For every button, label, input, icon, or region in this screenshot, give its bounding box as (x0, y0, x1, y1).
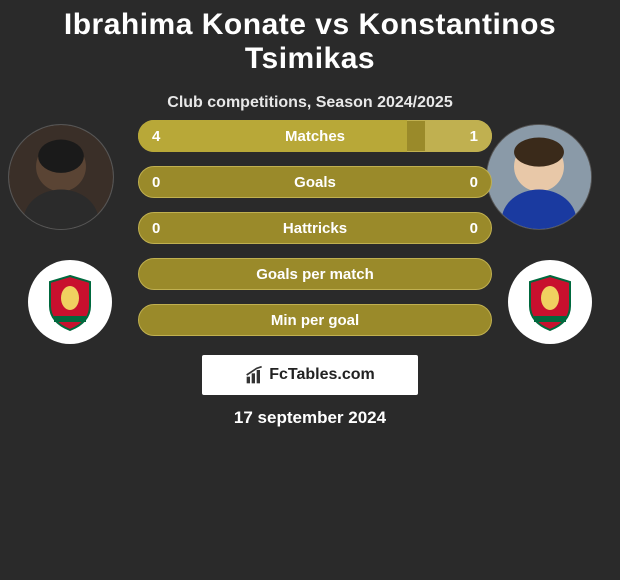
branding-text: FcTables.com (269, 366, 375, 384)
bar-value-right: 1 (470, 120, 478, 152)
date-text: 17 september 2024 (0, 408, 620, 428)
bar-value-right: 0 (470, 166, 478, 198)
stat-row: Goals0 0 (138, 166, 492, 198)
player-left-club-logo (28, 260, 112, 344)
bar-value-left: 4 (152, 120, 160, 152)
bar-value-left: 0 (152, 212, 160, 244)
comparison-card: Ibrahima Konate vs Konstantinos Tsimikas… (0, 0, 620, 580)
player-left-photo (8, 124, 114, 230)
bar-value-right: 0 (470, 212, 478, 244)
bar-label: Goals (138, 166, 492, 198)
bar-value-left: 0 (152, 166, 160, 198)
bar-label: Hattricks (138, 212, 492, 244)
subtitle: Club competitions, Season 2024/2025 (0, 94, 620, 112)
bar-label: Min per goal (138, 304, 492, 336)
bar-label: Goals per match (138, 258, 492, 290)
avatar-placeholder-icon (9, 125, 113, 229)
avatar-placeholder-icon (487, 125, 591, 229)
bar-chart-icon (245, 365, 265, 385)
liverpool-crest-icon (40, 272, 100, 332)
stat-bars: Matches41Goals00Hattricks00Goals per mat… (138, 120, 492, 350)
liverpool-crest-icon (520, 272, 580, 332)
player-right-photo (486, 124, 592, 230)
branding-box: FcTables.com (202, 355, 418, 395)
stat-row: Min per goal (138, 304, 492, 336)
stat-row: Hattricks0 0 (138, 212, 492, 244)
player-right-club-logo (508, 260, 592, 344)
bar-label: Matches (138, 120, 492, 152)
page-title: Ibrahima Konate vs Konstantinos Tsimikas (0, 0, 620, 76)
stat-row: Matches4 1 (138, 120, 492, 152)
stat-row: Goals per match (138, 258, 492, 290)
